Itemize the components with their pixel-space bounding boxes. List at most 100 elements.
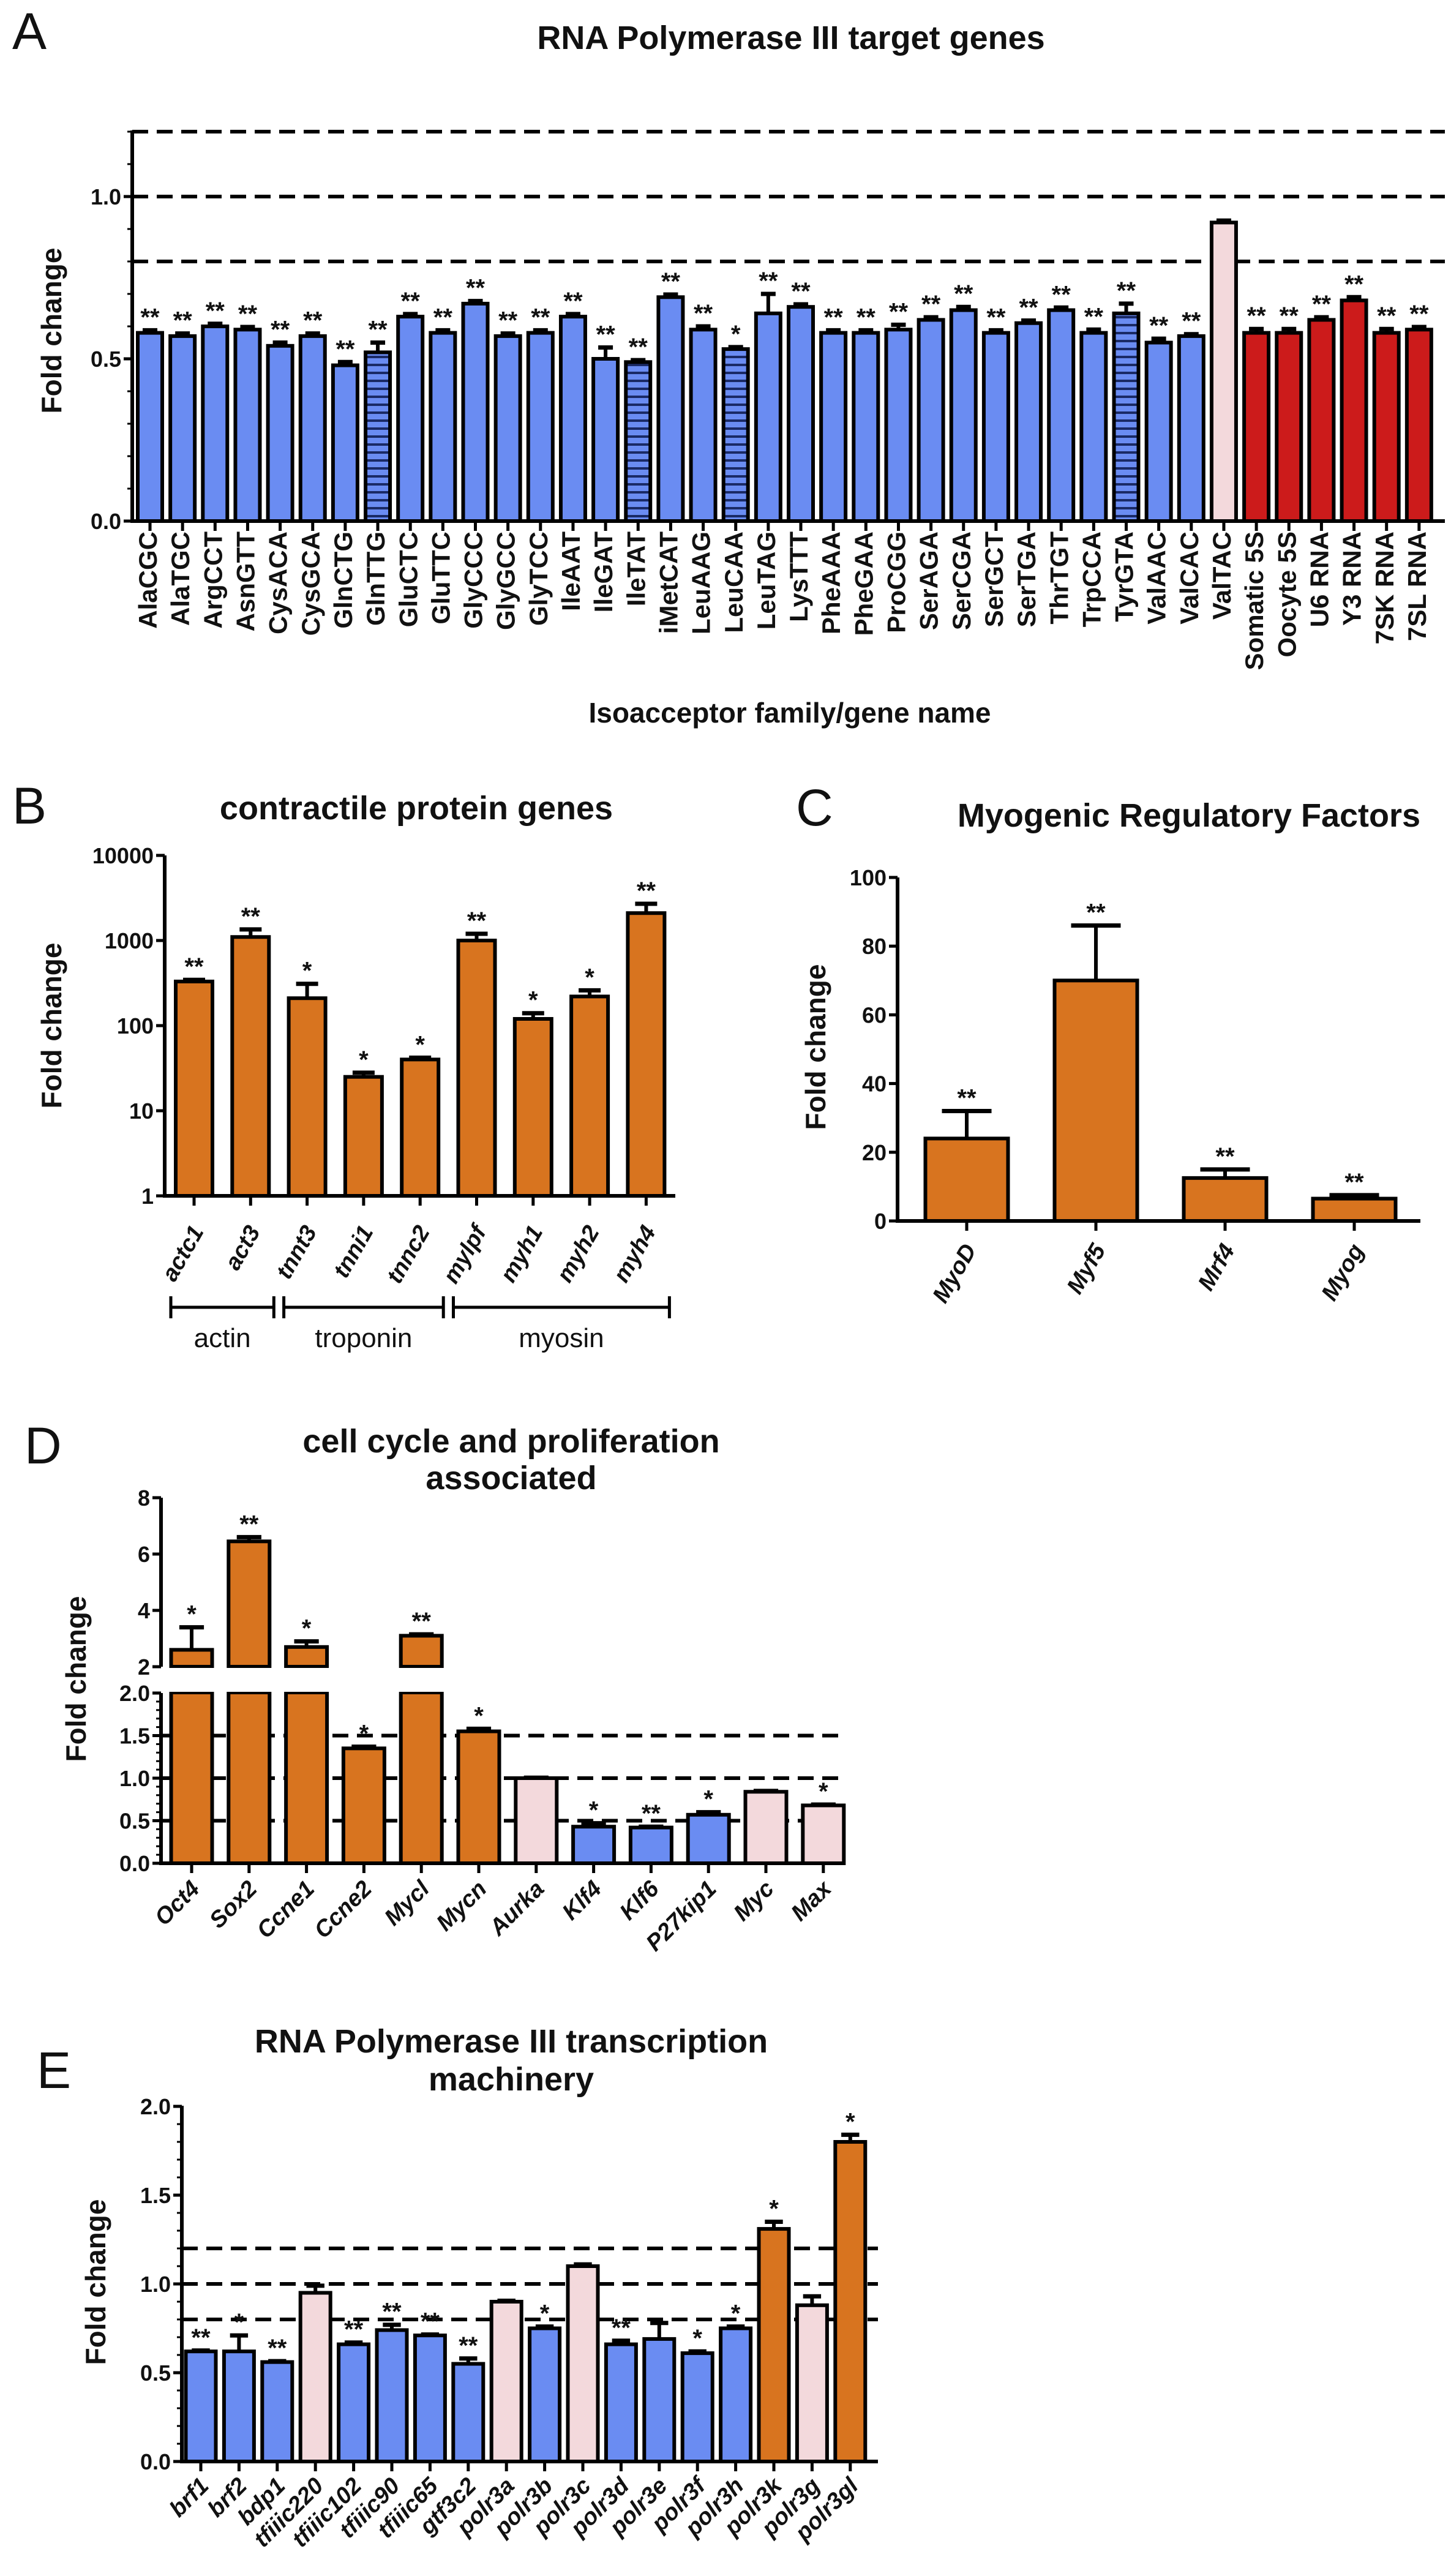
significance-mark: *: [731, 321, 741, 348]
x-tick-label: tnnc2: [382, 1222, 435, 1288]
bar: [222, 2349, 256, 2463]
bar: [566, 2264, 600, 2463]
y-axis-label: Fold change: [36, 248, 67, 414]
significance-mark: **: [271, 317, 290, 344]
bar: [260, 2360, 294, 2464]
bar: [1275, 331, 1303, 523]
bar: [686, 1812, 731, 1866]
significance-mark: **: [401, 288, 421, 315]
bar: [298, 334, 327, 524]
bar: [168, 334, 197, 524]
bar: [795, 2303, 829, 2464]
y-tick-label: 60: [862, 1002, 887, 1027]
x-tick-label: Oct4: [150, 1876, 204, 1931]
bar: [233, 328, 262, 523]
x-tick-label: CysACA: [264, 531, 293, 634]
x-tick-label: Ccne2: [310, 1876, 377, 1943]
bar: [1404, 328, 1433, 523]
bar: [266, 344, 294, 523]
bar: [680, 2351, 714, 2464]
y-tick-label: 1.0: [119, 1766, 150, 1791]
x-tick-label: IleTAT: [621, 531, 650, 606]
bar-upper: [399, 1634, 444, 1669]
x-tick-label: ValTAC: [1207, 531, 1236, 620]
significance-mark: **: [433, 304, 453, 331]
significance-mark: **: [563, 288, 583, 315]
x-tick-label: ThrTGT: [1044, 531, 1073, 625]
bar: [558, 315, 587, 523]
panel-letter: D: [24, 1417, 62, 1474]
y-tick-label: 1000: [105, 928, 154, 953]
bar: [787, 305, 815, 523]
x-tick-label: 7SK RNA: [1370, 531, 1399, 644]
x-tick-label: Aurka: [484, 1876, 550, 1942]
panel-letter: C: [796, 779, 833, 836]
x-tick-label: TrpCCA: [1077, 531, 1106, 627]
bar: [757, 2227, 791, 2464]
y-tick-label: 0.0: [91, 509, 121, 534]
significance-mark: **: [344, 2316, 364, 2343]
bar: [719, 2326, 753, 2463]
significance-mark: *: [359, 1046, 369, 1073]
bar: [754, 311, 782, 523]
x-tick-label: SerCGA: [947, 531, 976, 630]
bar: [526, 331, 555, 523]
axis-break-gap: [225, 1668, 274, 1692]
bar: [528, 2326, 562, 2463]
significance-mark: **: [629, 334, 648, 361]
bar: [571, 1825, 617, 1865]
bar: [1182, 1176, 1269, 1223]
significance-mark: *: [589, 1797, 599, 1824]
bar: [1242, 331, 1271, 523]
y-tick-label: 0.5: [140, 2360, 171, 2386]
panel-E: E RNA Polymerase III transcriptionmachine…: [37, 2023, 878, 2553]
bar: [1079, 331, 1108, 523]
significance-mark: **: [986, 304, 1006, 331]
y-tick-label: 1.0: [91, 184, 121, 209]
y-tick-label: 4: [138, 1598, 150, 1623]
bar: [456, 939, 497, 1198]
bar: [656, 295, 685, 523]
bar: [400, 1057, 441, 1198]
bar: [1144, 340, 1173, 523]
y-tick-label: 10000: [92, 843, 154, 868]
y-tick-label: 1.0: [140, 2272, 171, 2297]
chart-title-line2: associated: [426, 1460, 596, 1496]
significance-mark: **: [173, 307, 193, 334]
bar: [628, 1825, 673, 1866]
significance-mark: **: [642, 1800, 661, 1827]
significance-mark: **: [184, 953, 204, 980]
y-tick-label: 8: [138, 1485, 150, 1511]
bar: [1112, 311, 1141, 523]
y-tick-label: 0.0: [140, 2449, 171, 2474]
x-tick-label: actc1: [157, 1222, 209, 1286]
x-tick-label: GlnTTG: [361, 531, 390, 626]
bar: [493, 334, 522, 524]
significance-mark: **: [498, 307, 518, 334]
bar: [396, 315, 425, 523]
bar: [884, 328, 913, 523]
panel-A: A RNA Polymerase III target genes Fold cha…: [12, 2, 1445, 729]
significance-mark: **: [467, 907, 487, 934]
y-axis-label: Fold change: [80, 2199, 111, 2365]
significance-mark: **: [268, 2335, 287, 2362]
bar: [1052, 978, 1139, 1223]
bar: [343, 1075, 384, 1198]
x-axis-label: Isoacceptor family/gene name: [588, 697, 991, 729]
x-tick-label: PheGAA: [849, 531, 878, 636]
significance-mark: **: [466, 275, 486, 302]
bar: [819, 331, 848, 523]
y-tick-label: 40: [862, 1072, 887, 1097]
x-tick-label: TyrGTA: [1110, 531, 1139, 622]
group-label: troponin: [315, 1323, 412, 1353]
bar: [721, 347, 750, 523]
significance-mark: **: [303, 307, 323, 334]
significance-mark: *: [234, 2309, 244, 2336]
x-tick-label: LeuTAG: [752, 531, 781, 629]
bar: [1307, 318, 1336, 524]
x-tick-label: SerAGA: [915, 531, 943, 630]
significance-mark: *: [769, 2196, 779, 2223]
axis-break-gap: [282, 1668, 331, 1692]
x-tick-label: Oocyte 5S: [1272, 531, 1301, 657]
